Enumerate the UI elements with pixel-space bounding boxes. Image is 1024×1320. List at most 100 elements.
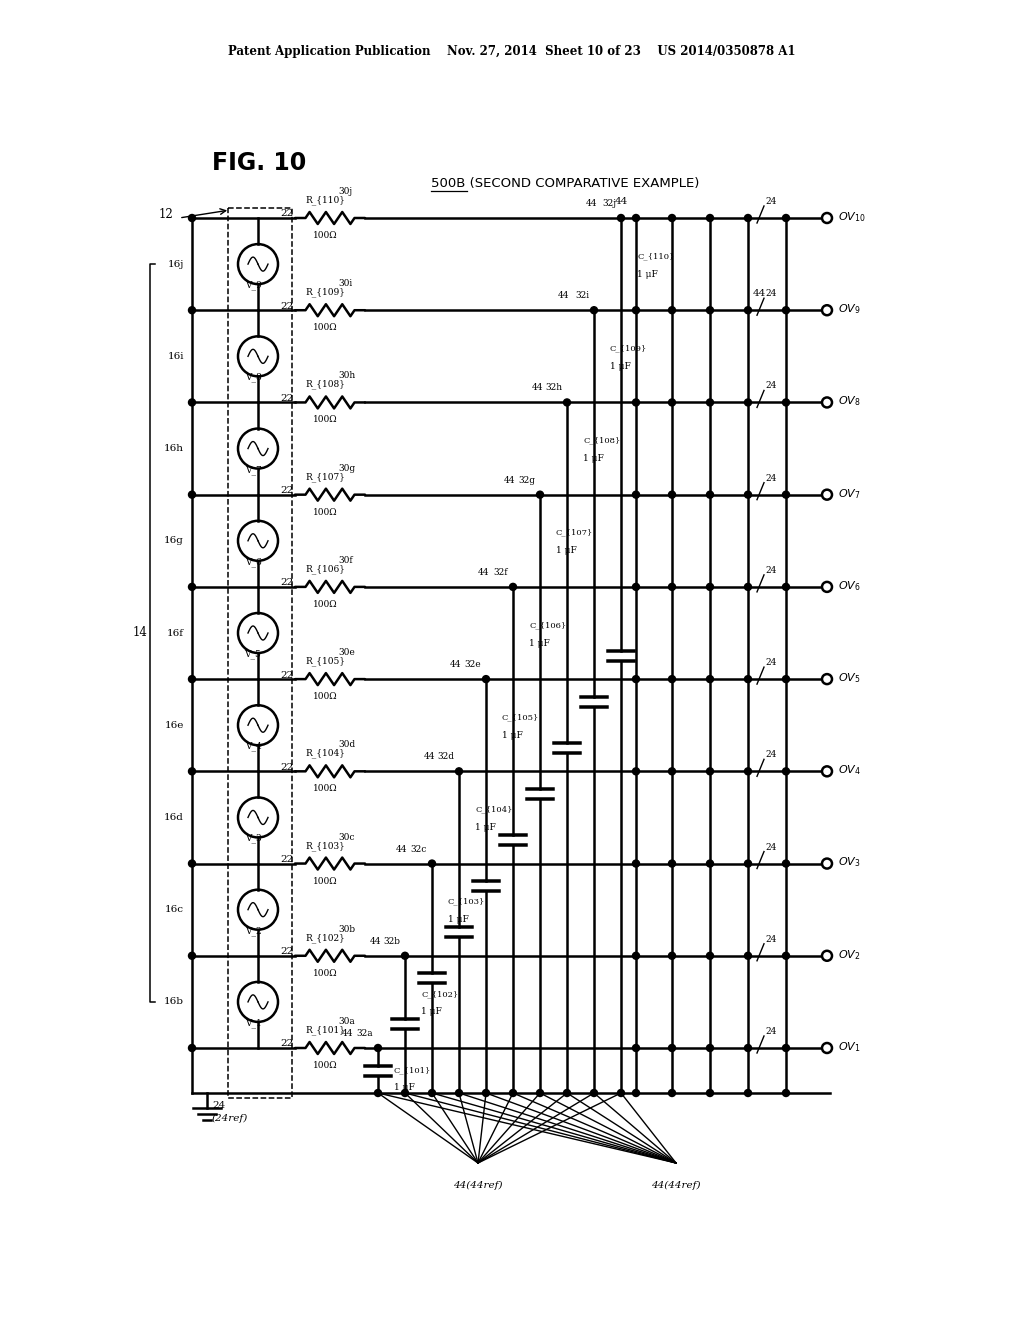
Text: 16e: 16e — [165, 721, 184, 730]
Circle shape — [744, 1089, 752, 1097]
Circle shape — [633, 583, 640, 590]
Circle shape — [188, 861, 196, 867]
Text: 24: 24 — [765, 842, 776, 851]
Text: $OV_6$: $OV_6$ — [838, 579, 861, 593]
Text: 44: 44 — [423, 752, 435, 762]
Text: 1 μF: 1 μF — [610, 362, 631, 371]
Text: 22: 22 — [280, 855, 293, 865]
Text: 30c: 30c — [338, 833, 354, 842]
Text: 44: 44 — [531, 383, 543, 392]
Text: 32i: 32i — [574, 292, 589, 300]
Text: 44: 44 — [558, 292, 569, 300]
Circle shape — [591, 306, 597, 314]
Text: V_2: V_2 — [245, 925, 261, 936]
Text: 100Ω: 100Ω — [312, 692, 337, 701]
Circle shape — [188, 306, 196, 314]
Text: 100Ω: 100Ω — [312, 784, 337, 793]
Text: 30j: 30j — [338, 187, 352, 195]
Text: 16d: 16d — [164, 813, 184, 822]
Circle shape — [782, 583, 790, 590]
Text: R_{102}: R_{102} — [305, 933, 345, 942]
Circle shape — [782, 952, 790, 960]
Circle shape — [707, 952, 714, 960]
Text: 12: 12 — [159, 209, 173, 222]
Circle shape — [633, 861, 640, 867]
Text: 32a: 32a — [356, 1030, 373, 1038]
Text: 22: 22 — [280, 302, 293, 310]
Circle shape — [707, 1044, 714, 1052]
Text: 24: 24 — [765, 1027, 776, 1036]
Text: C_{101}: C_{101} — [394, 1067, 431, 1074]
Text: 30e: 30e — [338, 648, 354, 657]
Text: 24: 24 — [765, 935, 776, 944]
Text: 30a: 30a — [338, 1016, 354, 1026]
Text: 22: 22 — [280, 486, 293, 495]
Text: 1 μF: 1 μF — [502, 731, 523, 739]
Text: 24: 24 — [765, 197, 776, 206]
Circle shape — [669, 306, 676, 314]
Text: $OV_4$: $OV_4$ — [838, 763, 861, 777]
Text: 24: 24 — [765, 289, 776, 298]
Text: R_{101}: R_{101} — [305, 1026, 345, 1035]
Circle shape — [782, 214, 790, 222]
Text: V_1: V_1 — [245, 1018, 261, 1028]
Text: 30g: 30g — [338, 463, 355, 473]
Circle shape — [707, 861, 714, 867]
Circle shape — [744, 768, 752, 775]
Text: $OV_9$: $OV_9$ — [838, 302, 861, 315]
Text: 44: 44 — [586, 199, 597, 209]
Text: 100Ω: 100Ω — [312, 231, 337, 240]
Text: V_4: V_4 — [245, 742, 261, 751]
Circle shape — [633, 399, 640, 407]
Text: $OV_5$: $OV_5$ — [838, 671, 860, 685]
Text: 100Ω: 100Ω — [312, 599, 337, 609]
Circle shape — [669, 861, 676, 867]
Text: 22: 22 — [280, 671, 293, 680]
Circle shape — [782, 491, 790, 498]
Text: 1 μF: 1 μF — [556, 546, 577, 556]
Text: $OV_1$: $OV_1$ — [838, 1040, 860, 1053]
Circle shape — [563, 399, 570, 407]
Circle shape — [633, 676, 640, 682]
Text: 100Ω: 100Ω — [312, 416, 337, 425]
Circle shape — [782, 768, 790, 775]
Text: C_{107}: C_{107} — [556, 529, 593, 537]
Text: C_{104}: C_{104} — [475, 805, 512, 813]
Circle shape — [782, 1044, 790, 1052]
Text: 22: 22 — [280, 948, 293, 956]
Text: 44: 44 — [504, 475, 516, 484]
Text: 500B (SECOND COMPARATIVE EXAMPLE): 500B (SECOND COMPARATIVE EXAMPLE) — [431, 177, 699, 190]
Circle shape — [428, 1089, 435, 1097]
Text: 30d: 30d — [338, 741, 355, 750]
Circle shape — [375, 1044, 382, 1052]
Text: 44: 44 — [342, 1030, 353, 1038]
Text: 32f: 32f — [494, 568, 508, 577]
Circle shape — [510, 1089, 516, 1097]
Text: 16f: 16f — [167, 628, 184, 638]
Circle shape — [744, 1044, 752, 1052]
Text: 100Ω: 100Ω — [312, 508, 337, 516]
Text: 44: 44 — [477, 568, 488, 577]
Text: 32h: 32h — [545, 383, 562, 392]
Circle shape — [633, 1044, 640, 1052]
Text: 14: 14 — [132, 627, 147, 639]
Text: 16j: 16j — [168, 260, 184, 268]
Text: 30h: 30h — [338, 371, 355, 380]
Circle shape — [401, 1089, 409, 1097]
Circle shape — [617, 1089, 625, 1097]
Text: 32c: 32c — [411, 845, 427, 854]
Circle shape — [669, 1044, 676, 1052]
Circle shape — [744, 399, 752, 407]
Text: (24ref): (24ref) — [212, 1114, 248, 1122]
Text: 22: 22 — [280, 1040, 293, 1048]
Circle shape — [669, 491, 676, 498]
Text: 30i: 30i — [338, 280, 352, 288]
Circle shape — [428, 861, 435, 867]
Text: V_5: V_5 — [245, 649, 261, 659]
Circle shape — [707, 768, 714, 775]
Circle shape — [617, 214, 625, 222]
Circle shape — [633, 214, 640, 222]
Circle shape — [482, 1089, 489, 1097]
Circle shape — [669, 583, 676, 590]
Circle shape — [744, 676, 752, 682]
